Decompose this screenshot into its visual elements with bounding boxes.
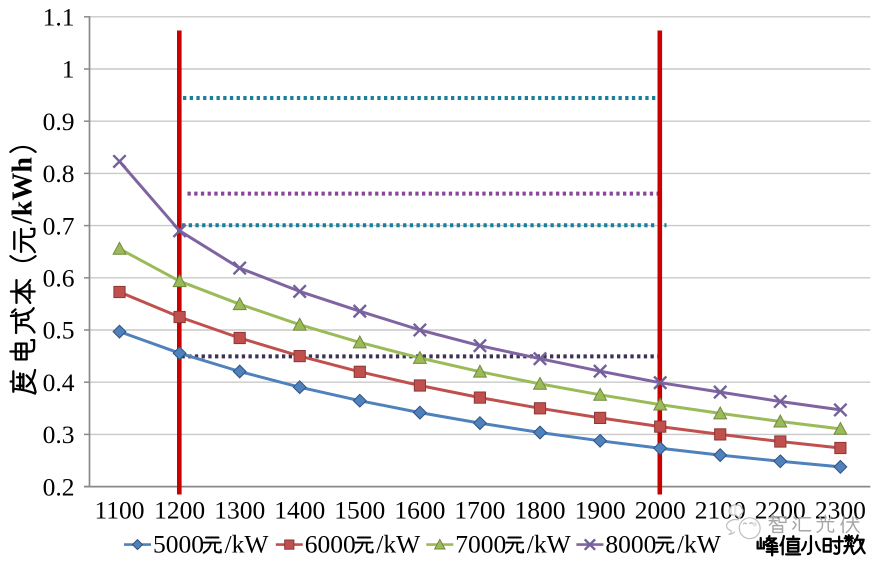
svg-text:/kW: /kW <box>376 529 421 558</box>
svg-text:1500: 1500 <box>334 495 385 524</box>
svg-text:2300: 2300 <box>815 495 866 524</box>
svg-text:2200: 2200 <box>755 495 806 524</box>
svg-text:2000: 2000 <box>635 495 686 524</box>
svg-text:0.9: 0.9 <box>43 107 75 136</box>
svg-text:0.4: 0.4 <box>43 368 75 397</box>
svg-text:1200: 1200 <box>154 495 205 524</box>
svg-text:1600: 1600 <box>394 495 445 524</box>
svg-text:1100: 1100 <box>94 495 144 524</box>
svg-text:1300: 1300 <box>214 495 265 524</box>
svg-text:1700: 1700 <box>454 495 505 524</box>
svg-text:1: 1 <box>62 55 75 84</box>
svg-text:0.3: 0.3 <box>43 420 75 449</box>
svg-text:/kW: /kW <box>225 529 270 558</box>
svg-text:0.8: 0.8 <box>43 159 75 188</box>
svg-text:7000: 7000 <box>455 529 506 558</box>
svg-text:1.1: 1.1 <box>43 3 75 32</box>
svg-text:/kWh: /kWh <box>8 157 39 225</box>
svg-text:/kW: /kW <box>527 529 572 558</box>
svg-text:0.6: 0.6 <box>43 264 75 293</box>
svg-text:1900: 1900 <box>575 495 626 524</box>
svg-text:5000: 5000 <box>153 529 204 558</box>
svg-text:0.7: 0.7 <box>43 211 75 240</box>
svg-text:0.5: 0.5 <box>43 316 75 345</box>
svg-text:8000: 8000 <box>605 529 656 558</box>
svg-text:1800: 1800 <box>515 495 566 524</box>
svg-text:1400: 1400 <box>274 495 325 524</box>
svg-text:0.2: 0.2 <box>43 472 75 501</box>
svg-text:/kW: /kW <box>677 529 722 558</box>
svg-text:6000: 6000 <box>305 529 356 558</box>
